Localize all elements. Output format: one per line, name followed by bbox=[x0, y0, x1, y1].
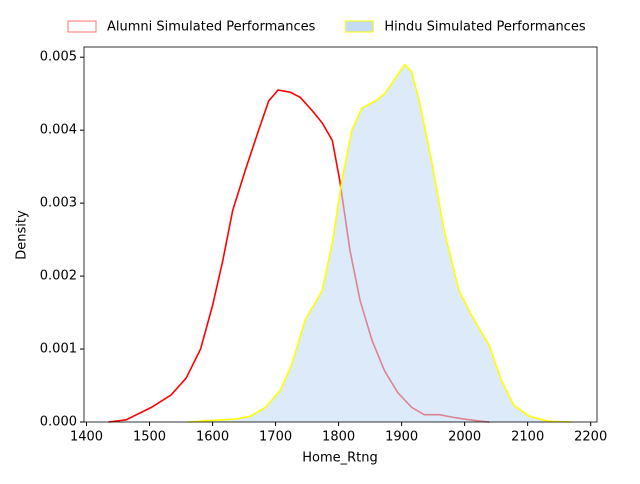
x-axis-label: Home_Rtng bbox=[302, 451, 378, 466]
x-tick-label: 1400 bbox=[70, 430, 103, 445]
x-tick-label: 2200 bbox=[574, 430, 607, 445]
legend-swatch bbox=[67, 20, 97, 33]
y-tick-label: 0.005 bbox=[40, 50, 77, 65]
x-tick-label: 1900 bbox=[385, 430, 418, 445]
x-tick-label: 2000 bbox=[448, 430, 481, 445]
plot-frame bbox=[83, 46, 598, 423]
x-tick-label: 1500 bbox=[133, 430, 166, 445]
legend-label: Alumni Simulated Performances bbox=[107, 20, 316, 35]
x-tick-label: 1800 bbox=[322, 430, 355, 445]
y-tick-label: 0.002 bbox=[40, 269, 77, 284]
x-tick-label: 1600 bbox=[196, 430, 229, 445]
legend-label: Hindu Simulated Performances bbox=[384, 20, 585, 35]
y-tick-label: 0.003 bbox=[40, 196, 77, 211]
y-tick-label: 0.004 bbox=[40, 123, 77, 138]
x-tick-label: 2100 bbox=[511, 430, 544, 445]
legend-swatch bbox=[344, 20, 374, 33]
y-tick-label: 0.000 bbox=[40, 415, 77, 430]
density-area bbox=[187, 64, 572, 422]
x-tick-label: 1700 bbox=[259, 430, 292, 445]
density-line bbox=[187, 63, 572, 423]
y-axis-label: Density bbox=[15, 210, 30, 260]
y-tick-label: 0.001 bbox=[40, 342, 77, 357]
